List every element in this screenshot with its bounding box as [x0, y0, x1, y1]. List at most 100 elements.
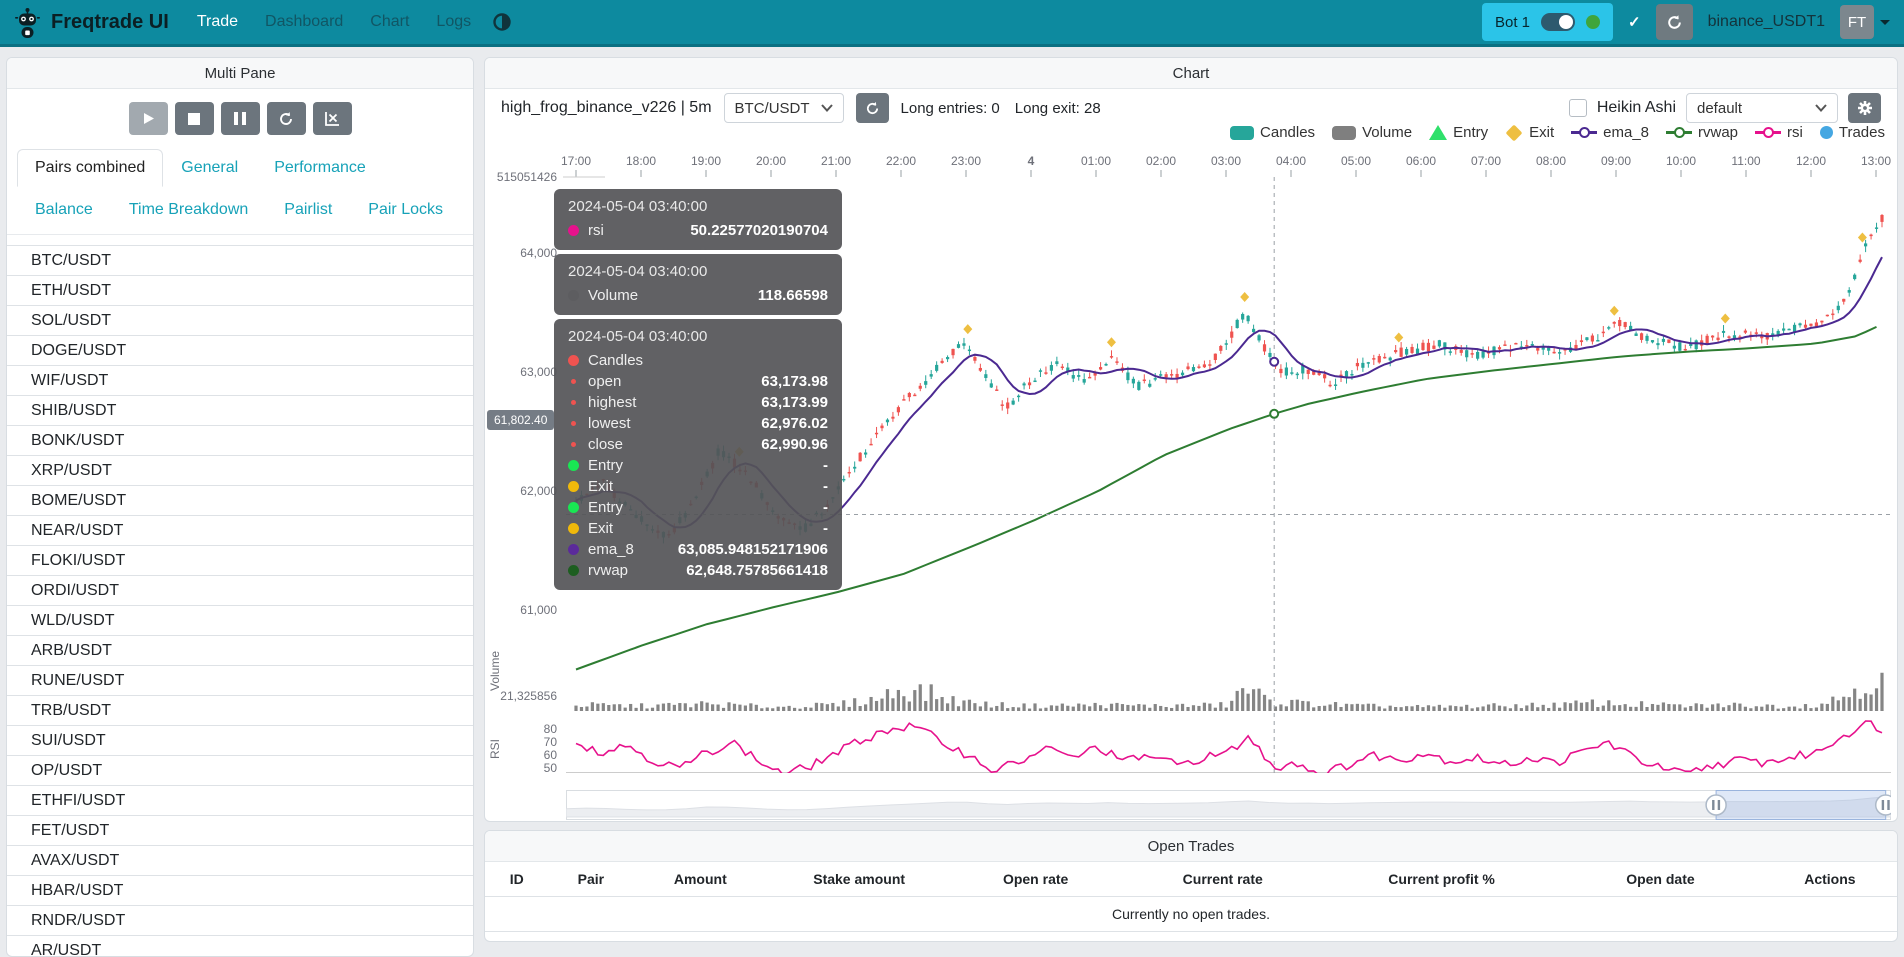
legend-label: Entry	[1453, 124, 1488, 141]
chart-tooltip: 2024-05-04 03:40:00rsi50.225770201907042…	[554, 189, 842, 590]
pair-item-bonk-usdt[interactable]: BONK/USDT	[7, 426, 473, 456]
multi-pane-tabs: Pairs combinedGeneralPerformance BalanceT…	[7, 149, 473, 229]
pair-item-ordi-usdt[interactable]: ORDI/USDT	[7, 576, 473, 606]
tooltip-series-value: 63,173.98	[761, 373, 828, 390]
tooltip-series-label: close	[588, 436, 623, 453]
legend-item-exit[interactable]: Exit	[1505, 124, 1554, 141]
legend-swatch-trades	[1820, 126, 1833, 139]
tooltip-row-volume: Volume118.66598	[568, 285, 828, 306]
pair-item-btc-usdt[interactable]: BTC/USDT	[7, 246, 473, 276]
user-menu[interactable]: FT	[1840, 5, 1890, 39]
tooltip-series-dot	[568, 460, 579, 471]
heikin-ashi-checkbox[interactable]	[1569, 99, 1587, 117]
rsi-axis-tick: 50	[544, 761, 558, 773]
legend-item-rsi[interactable]: rsi	[1755, 124, 1803, 141]
x-axis-label: 01:00	[1081, 154, 1111, 168]
nav-link-logs[interactable]: Logs	[436, 13, 471, 31]
pair-item-floki-usdt[interactable]: FLOKI/USDT	[7, 546, 473, 576]
pair-item-ar-usdt[interactable]: AR/USDT	[7, 936, 473, 957]
y-axis-top-label: 515051426	[497, 170, 557, 184]
tab-time-breakdown[interactable]: Time Breakdown	[111, 191, 266, 229]
start-bot-button[interactable]	[129, 102, 168, 135]
pair-item-op-usdt[interactable]: OP/USDT	[7, 756, 473, 786]
bot-toggle[interactable]	[1541, 13, 1575, 31]
tab-pairlist[interactable]: Pairlist	[266, 191, 350, 229]
legend-swatch-ema-8	[1571, 131, 1597, 134]
pair-item-trb-usdt[interactable]: TRB/USDT	[7, 696, 473, 726]
tooltip-series-dot	[571, 421, 576, 426]
reload-bot-button[interactable]	[1656, 4, 1693, 40]
reload-config-button[interactable]	[267, 102, 306, 135]
pair-item-fet-usdt[interactable]: FET/USDT	[7, 816, 473, 846]
pair-select[interactable]: BTC/USDT	[724, 93, 844, 123]
tooltip-series-dot	[571, 442, 576, 447]
legend-item-entry[interactable]: Entry	[1429, 124, 1488, 141]
refresh-chart-button[interactable]	[856, 93, 889, 123]
legend-item-trades[interactable]: Trades	[1820, 124, 1885, 141]
x-axis-label: 11:00	[1731, 154, 1760, 168]
nav-link-dashboard[interactable]: Dashboard	[265, 13, 343, 31]
pair-item-shib-usdt[interactable]: SHIB/USDT	[7, 396, 473, 426]
tab-general[interactable]: General	[163, 149, 256, 187]
pair-item-sui-usdt[interactable]: SUI/USDT	[7, 726, 473, 756]
datazoom-slider[interactable]	[566, 790, 1891, 820]
legend-item-volume[interactable]: Volume	[1332, 124, 1412, 141]
pair-item-doge-usdt[interactable]: DOGE/USDT	[7, 336, 473, 366]
pair-item-ethfi-usdt[interactable]: ETHFI/USDT	[7, 786, 473, 816]
tab-performance[interactable]: Performance	[256, 149, 384, 187]
tooltip-row-ema-8: ema_863,085.948152171906	[568, 539, 828, 560]
x-axis-label: 04:00	[1276, 154, 1306, 168]
tab-pair-locks[interactable]: Pair Locks	[350, 191, 461, 229]
open-trades-header: Open Trades	[485, 831, 1897, 862]
col-header-open-rate: Open rate	[951, 862, 1120, 897]
pair-item-avax-usdt[interactable]: AVAX/USDT	[7, 846, 473, 876]
pair-item-eth-usdt[interactable]: ETH/USDT	[7, 276, 473, 306]
tooltip-series-label: Volume	[588, 287, 638, 304]
pause-bot-button[interactable]	[221, 102, 260, 135]
tab-pairs-combined[interactable]: Pairs combined	[17, 149, 163, 187]
tooltip-series-label: Exit	[588, 520, 613, 537]
x-axis-label: 02:00	[1146, 154, 1176, 168]
pair-list: BTC/USDTETH/USDTSOL/USDTDOGE/USDTWIF/USD…	[7, 245, 473, 957]
bot-selector[interactable]: Bot 1	[1482, 3, 1613, 41]
col-header-amount: Amount	[633, 862, 767, 897]
nav-link-chart[interactable]: Chart	[370, 13, 409, 31]
pair-item-hbar-usdt[interactable]: HBAR/USDT	[7, 876, 473, 906]
tooltip-row-highest: highest63,173.99	[568, 392, 828, 413]
datazoom-handle-left[interactable]	[1706, 795, 1726, 815]
legend-label: rvwap	[1698, 124, 1738, 141]
legend-swatch-volume	[1332, 126, 1356, 140]
tooltip-series-value: 62,976.02	[761, 415, 828, 432]
legend-swatch-entry	[1429, 125, 1447, 140]
pair-item-near-usdt[interactable]: NEAR/USDT	[7, 516, 473, 546]
pair-item-xrp-usdt[interactable]: XRP/USDT	[7, 456, 473, 486]
datazoom-window	[1716, 791, 1886, 820]
col-header-pair: Pair	[549, 862, 634, 897]
tooltip-series-label: rvwap	[588, 562, 628, 579]
tooltip-row-open: open63,173.98	[568, 371, 828, 392]
clear-chart-button[interactable]	[313, 102, 352, 135]
tooltip-series-value: -	[823, 478, 828, 495]
pair-item-rndr-usdt[interactable]: RNDR/USDT	[7, 906, 473, 936]
pair-item-wld-usdt[interactable]: WLD/USDT	[7, 606, 473, 636]
nav-link-trade[interactable]: Trade	[197, 13, 238, 31]
tooltip-row-entry: Entry-	[568, 497, 828, 518]
legend-item-rvwap[interactable]: rvwap	[1666, 124, 1738, 141]
pair-item-rune-usdt[interactable]: RUNE/USDT	[7, 666, 473, 696]
tooltip-section-2: 2024-05-04 03:40:00Candlesopen63,173.98h…	[554, 319, 842, 590]
pair-item-arb-usdt[interactable]: ARB/USDT	[7, 636, 473, 666]
no-open-trades-text: Currently no open trades.	[485, 897, 1897, 932]
pair-item-sol-usdt[interactable]: SOL/USDT	[7, 306, 473, 336]
plot-config-select[interactable]: default	[1686, 93, 1838, 123]
legend-item-ema-8[interactable]: ema_8	[1571, 124, 1649, 141]
theme-toggle-icon[interactable]	[493, 13, 511, 31]
pair-item-bome-usdt[interactable]: BOME/USDT	[7, 486, 473, 516]
plot-settings-button[interactable]	[1848, 93, 1881, 123]
tab-balance[interactable]: Balance	[17, 191, 111, 229]
stop-bot-button[interactable]	[175, 102, 214, 135]
legend-item-candles[interactable]: Candles	[1230, 124, 1315, 141]
y-axis-price-label: 61,000	[520, 603, 557, 617]
pair-item-wif-usdt[interactable]: WIF/USDT	[7, 366, 473, 396]
volume-axis-title: Volume	[488, 651, 502, 691]
tooltip-row-rsi: rsi50.22577020190704	[568, 220, 828, 241]
